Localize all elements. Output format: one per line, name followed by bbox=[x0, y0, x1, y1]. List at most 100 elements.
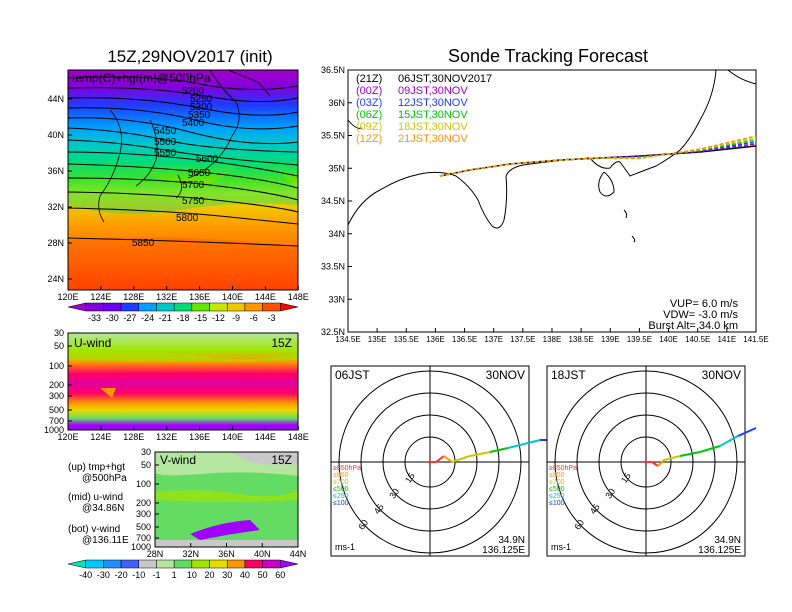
lat-tick-label: 36.5N bbox=[321, 65, 345, 75]
wind-colorbar-label: 50 bbox=[258, 570, 268, 580]
hodograph-level-label: ≥850hPa bbox=[549, 465, 577, 472]
lon-tick-label: 132E bbox=[156, 292, 177, 302]
hodograph-ring-label: 15 bbox=[403, 471, 417, 485]
wind-colorbar-label: -30 bbox=[97, 570, 110, 580]
hodograph-level-label: ≤700 bbox=[333, 479, 349, 486]
hodograph-segment bbox=[663, 455, 681, 461]
lat-tick-label: 40N bbox=[254, 549, 271, 559]
desc-mid: (mid) u-wind bbox=[68, 492, 123, 503]
desc-bot-level: @136.11E bbox=[82, 535, 129, 546]
temp-colorbar-swatch bbox=[280, 302, 299, 312]
lon-tick-label: 120E bbox=[57, 432, 78, 442]
launch-info: VUP= 6.0 m/s VDW= -3.0 m/s Burst Alt= 34… bbox=[648, 298, 738, 332]
temp-colorbar-label: -27 bbox=[123, 313, 136, 323]
wind-colorbar-label: -40 bbox=[79, 570, 92, 580]
contour-label: 5850 bbox=[132, 238, 155, 249]
contour-label: 5350 bbox=[188, 110, 211, 121]
top-panel-frame bbox=[67, 69, 299, 291]
hodograph-ring-label: 30 bbox=[603, 487, 617, 501]
temp-colorbar-swatch bbox=[138, 302, 157, 312]
lon-tick-label: 136E bbox=[189, 432, 210, 442]
track-legend-time: 15JST,30NOV bbox=[398, 109, 468, 121]
wind-colorbar-swatch bbox=[280, 559, 299, 569]
wind-colorbar-label: 20 bbox=[205, 570, 215, 580]
track-map-bg bbox=[348, 70, 756, 332]
temp-colorbar-swatch bbox=[209, 302, 228, 312]
lat-tick-label: 32N bbox=[182, 549, 199, 559]
lon-tick-label: 148E bbox=[288, 292, 309, 302]
v-wind-label: V-wind bbox=[160, 453, 196, 467]
track-map: 36.5N 36N 35.5N 35N 34.5N 34N 33.5N 33N 32.5N 13… bbox=[321, 65, 769, 344]
wind-colorbar-swatch bbox=[103, 559, 122, 569]
pressure-tick-label: 100 bbox=[136, 479, 151, 489]
hodograph-ring-label: 45 bbox=[372, 502, 386, 516]
wind-colorbar-label: 60 bbox=[275, 570, 285, 580]
hodograph-date: 30NOV bbox=[702, 368, 741, 382]
desc-mid-level: @34.86N bbox=[82, 503, 124, 514]
u-wind-label: U-wind bbox=[74, 336, 111, 350]
contour-label: 5600 bbox=[196, 154, 219, 165]
lon-tick-label: 132E bbox=[156, 432, 177, 442]
temp-colorbar-swatch bbox=[173, 302, 193, 312]
hodograph-ring-label: 30 bbox=[387, 487, 401, 501]
hodograph-level-label: ≤250 bbox=[549, 493, 565, 500]
wind-colorbar: -40 -30 -20 -10 -1 1 10 20 30 40 50 60 bbox=[67, 559, 299, 580]
hodograph-level-label: ≤700 bbox=[549, 479, 565, 486]
contour-label: 5200 bbox=[182, 86, 205, 97]
hodograph-level-label: ≤250 bbox=[333, 493, 349, 500]
pressure-tick-label: 30 bbox=[54, 328, 64, 338]
track-legend-time: 06JST,30NOV2017 bbox=[398, 73, 492, 85]
lon-tick-label: 135.5E bbox=[394, 335, 419, 344]
hodograph-lon: 136.125E bbox=[482, 545, 525, 556]
hodograph-unit: ms-1 bbox=[551, 542, 571, 552]
lat-tick-label: 24N bbox=[47, 274, 64, 284]
lon-tick-label: 144E bbox=[255, 432, 276, 442]
lat-tick-label: 32N bbox=[47, 202, 64, 212]
pressure-tick-label: 30 bbox=[141, 447, 151, 457]
track-legend-code: (09Z) bbox=[356, 121, 382, 133]
temp-colorbar-swatch bbox=[244, 302, 263, 312]
u-wind-lon-ticks: 120E 124E 128E 132E 136E 140E 144E 148E bbox=[57, 426, 309, 442]
wind-colorbar-swatch bbox=[67, 559, 86, 569]
track-legend-code: (03Z) bbox=[356, 97, 382, 109]
temp-colorbar-label: -21 bbox=[159, 313, 172, 323]
temp-colorbar-label: -18 bbox=[176, 313, 189, 323]
hodograph-lat: 34.9N bbox=[714, 535, 741, 546]
contour-label: 5300 bbox=[190, 102, 213, 113]
wind-colorbar-swatch bbox=[85, 559, 104, 569]
wind-colorbar-label: 10 bbox=[187, 570, 197, 580]
temp-colorbar-label: -6 bbox=[250, 313, 258, 323]
vup-text: VUP= 6.0 m/s bbox=[670, 298, 739, 310]
temp-colorbar-label: -24 bbox=[141, 313, 154, 323]
v-wind-lat-ticks: 28N 32N 36N 40N 44N bbox=[147, 543, 306, 559]
lat-tick-label: 35.5N bbox=[321, 131, 345, 141]
desc-up: (up) tmp+hgt bbox=[68, 462, 125, 473]
lat-tick-label: 34.5N bbox=[321, 196, 345, 206]
u-wind-blob bbox=[100, 388, 116, 398]
track-legend-code: (00Z) bbox=[356, 85, 382, 97]
hodograph-segment bbox=[651, 461, 659, 467]
hodograph-unit: ms-1 bbox=[335, 542, 355, 552]
lon-tick-label: 138.5E bbox=[568, 335, 593, 344]
temp-colorbar-swatch bbox=[103, 302, 122, 312]
temp-colorbar-label: -3 bbox=[267, 313, 275, 323]
track-legend-code: (21Z) bbox=[356, 73, 382, 85]
right-title: Sonde Tracking Forecast bbox=[448, 46, 648, 66]
lat-tick-label: 32.5N bbox=[321, 327, 345, 337]
hodograph-lon: 136.125E bbox=[698, 545, 741, 556]
hodograph-level-label: ≤500 bbox=[549, 486, 565, 493]
contour-label: 5700 bbox=[182, 180, 205, 191]
top-panel-label: temp(C)+hgt(m)@500hPa bbox=[72, 71, 211, 85]
u-wind-frame bbox=[67, 332, 299, 431]
lon-tick-label: 140E bbox=[659, 335, 678, 344]
wind-colorbar-swatch bbox=[209, 559, 228, 569]
hodograph-segment bbox=[657, 459, 665, 467]
pressure-tick-label: 200 bbox=[49, 380, 64, 390]
track-legend-time: 21JST,30NOV bbox=[398, 133, 468, 145]
contour-label: 5800 bbox=[176, 213, 199, 224]
hodograph-time: 06JST bbox=[335, 368, 370, 382]
temp-colorbar-swatch bbox=[262, 302, 281, 312]
